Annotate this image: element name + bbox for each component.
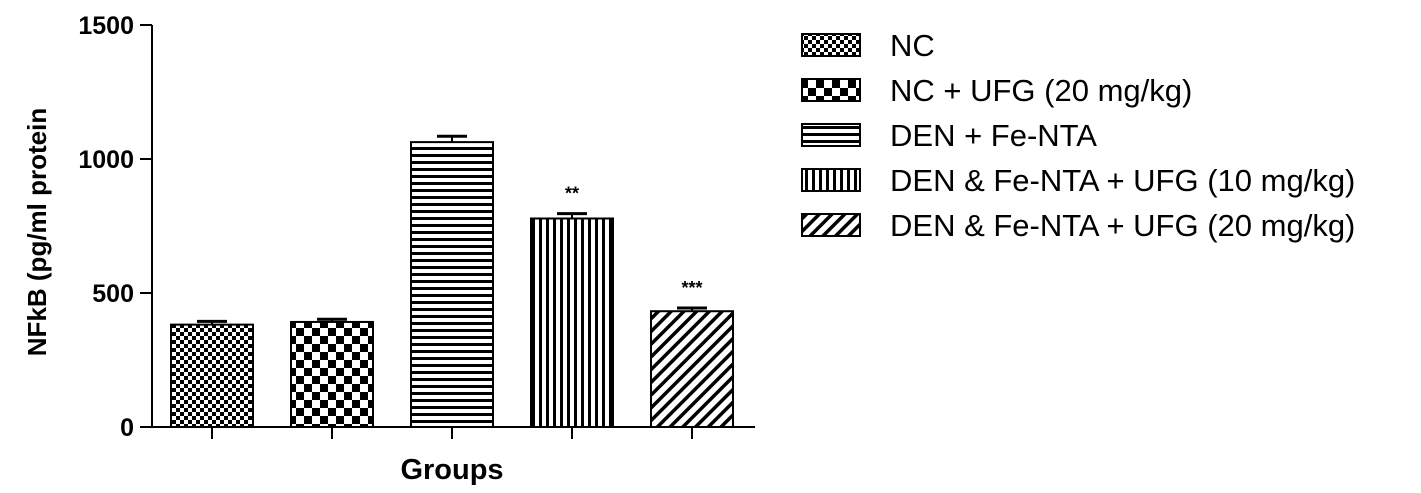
legend-swatch <box>801 123 861 147</box>
significance-label: ** <box>565 184 579 204</box>
y-axis-label: NFkB (pg/ml protein <box>22 108 52 356</box>
significance-label: *** <box>681 278 702 298</box>
bar <box>410 141 494 428</box>
bar <box>170 323 254 428</box>
axis-labels: NFkB (pg/ml protein Groups <box>22 108 504 486</box>
bar <box>530 217 614 428</box>
bar <box>290 320 374 428</box>
legend-swatch <box>801 33 861 57</box>
legend-label: NC + UFG (20 mg/kg) <box>890 73 1192 108</box>
y-tick-label: 0 <box>120 414 134 442</box>
bar <box>650 310 734 428</box>
legend-label: NC <box>890 28 935 63</box>
x-axis-label: Groups <box>400 454 503 486</box>
y-tick-label: 1000 <box>78 146 134 174</box>
legend-swatch <box>801 168 861 192</box>
bars: ***** <box>170 134 734 428</box>
legend: NC NC + UFG (20 mg/kg) DEN + Fe-NTA DEN & F… <box>801 28 1355 243</box>
y-tick-label: 500 <box>92 280 134 308</box>
legend-label: DEN + Fe-NTA <box>890 118 1097 153</box>
legend-swatch <box>801 78 861 102</box>
legend-swatch <box>801 213 861 237</box>
legend-label: DEN & Fe-NTA + UFG (10 mg/kg) <box>890 163 1355 198</box>
y-tick-label: 1500 <box>78 12 134 40</box>
legend-label: DEN & Fe-NTA + UFG (20 mg/kg) <box>890 208 1355 243</box>
